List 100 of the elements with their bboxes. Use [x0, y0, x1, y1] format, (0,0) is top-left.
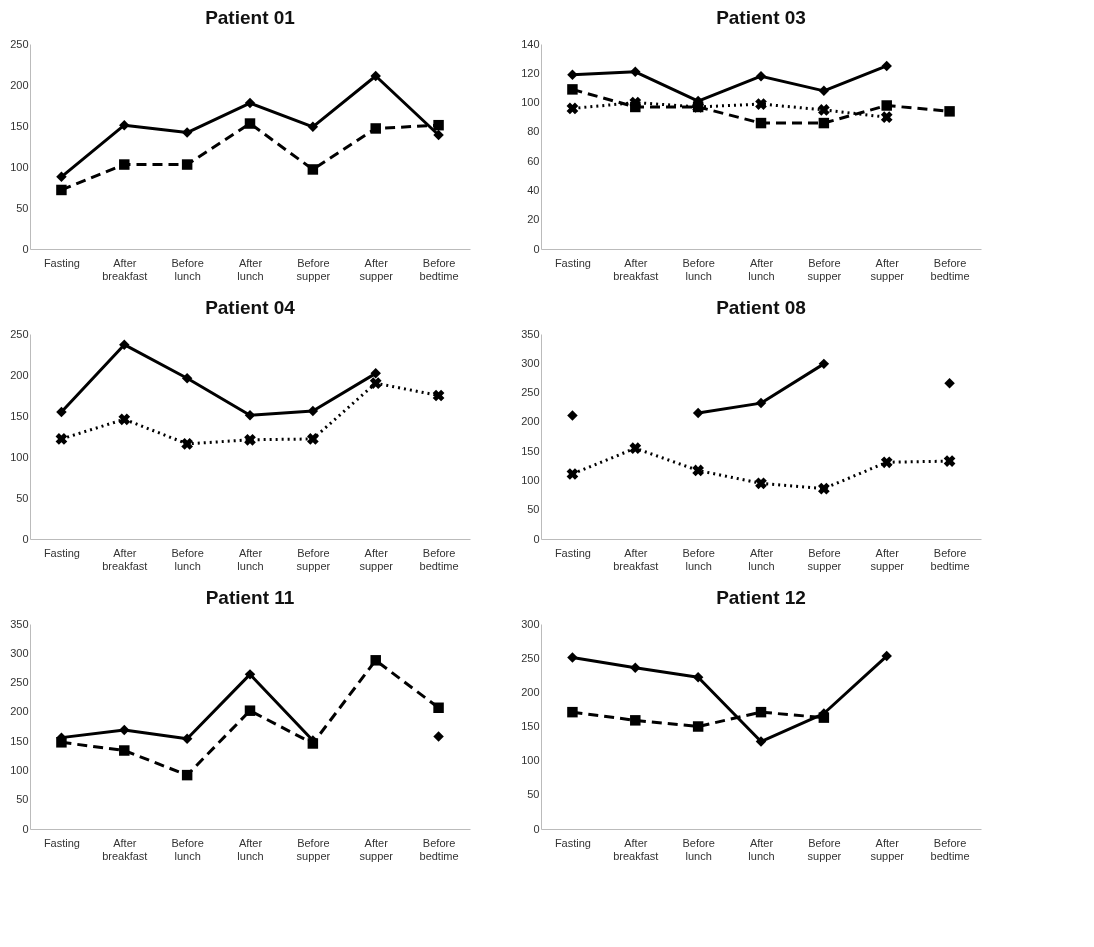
- x-tick-label: After lunch: [748, 256, 775, 282]
- chart-title: Patient 03: [716, 7, 806, 28]
- y-tick-label: 250: [10, 676, 29, 689]
- x-tick-label: After lunch: [237, 836, 264, 862]
- x-tick-label: Fasting: [43, 546, 80, 559]
- point: [433, 129, 444, 141]
- point: [307, 164, 319, 175]
- point: [944, 106, 955, 117]
- x-tick-label: Before supper: [296, 256, 331, 282]
- y-tick-label: 0: [533, 822, 540, 835]
- point: [369, 377, 382, 390]
- point: [181, 438, 193, 450]
- point: [56, 737, 67, 748]
- point: [433, 702, 444, 713]
- x-tick-label: After breakfast: [613, 546, 659, 572]
- x-tick-label: After supper: [359, 256, 394, 282]
- y-tick-label: 40: [527, 183, 540, 196]
- point: [307, 121, 319, 133]
- point: [755, 70, 767, 82]
- point: [818, 117, 830, 129]
- x-tick-label: Fasting: [554, 546, 591, 559]
- point: [943, 455, 956, 467]
- x-tick-label: After lunch: [748, 836, 775, 862]
- point: [370, 70, 381, 82]
- point: [567, 69, 578, 80]
- point: [56, 406, 67, 418]
- y-tick-label: 0: [22, 822, 29, 835]
- point: [307, 405, 319, 417]
- chart-title: Patient 11: [205, 587, 295, 608]
- point: [119, 119, 130, 131]
- x-tick-label: Fasting: [554, 836, 591, 849]
- point: [692, 721, 704, 732]
- x-tick-label: After supper: [870, 546, 905, 572]
- point: [119, 159, 130, 170]
- point: [432, 389, 445, 402]
- point: [307, 433, 319, 445]
- point: [818, 85, 830, 97]
- y-tick-label: 50: [16, 793, 29, 806]
- y-tick-label: 80: [527, 125, 540, 138]
- point: [181, 373, 193, 384]
- point: [630, 66, 641, 78]
- y-tick-label: 150: [521, 720, 540, 732]
- x-tick-label: After supper: [359, 836, 394, 862]
- point: [755, 397, 767, 409]
- y-tick-label: 300: [10, 646, 29, 659]
- x-tick-label: Fasting: [43, 836, 80, 849]
- y-tick-label: 100: [521, 754, 540, 767]
- x-tick-label: After supper: [870, 836, 905, 862]
- point: [692, 672, 704, 683]
- y-tick-label: 120: [521, 66, 540, 79]
- point: [567, 410, 578, 421]
- y-tick-label: 0: [533, 242, 540, 255]
- y-tick-label: 250: [10, 37, 29, 50]
- x-tick-label: Before bedtime: [930, 256, 970, 282]
- x-tick-label: Before lunch: [682, 256, 715, 282]
- x-tick-label: Before lunch: [682, 836, 715, 862]
- point: [370, 655, 381, 666]
- y-tick-label: 150: [10, 409, 29, 422]
- point: [818, 482, 830, 495]
- y-tick-label: 200: [10, 78, 29, 91]
- y-tick-label: 200: [10, 705, 29, 718]
- x-tick-label: After supper: [359, 546, 394, 572]
- chart-title: Patient 08: [716, 297, 806, 318]
- point: [567, 84, 578, 95]
- y-tick-label: 150: [10, 119, 29, 132]
- x-tick-label: After breakfast: [613, 836, 659, 862]
- y-tick-label: 300: [521, 617, 540, 630]
- x-tick-label: After breakfast: [102, 546, 148, 572]
- point: [880, 111, 893, 124]
- x-tick-label: Before bedtime: [930, 546, 970, 572]
- y-tick-label: 200: [521, 685, 540, 698]
- y-tick-label: 0: [22, 242, 29, 255]
- y-tick-label: 50: [16, 491, 29, 504]
- point: [818, 712, 830, 723]
- point: [818, 358, 830, 370]
- x-tick-label: Before supper: [807, 836, 842, 862]
- point: [692, 407, 704, 419]
- y-tick-label: 100: [521, 96, 540, 109]
- x-tick-label: After breakfast: [102, 836, 148, 862]
- point: [755, 117, 767, 129]
- y-tick-label: 350: [10, 617, 29, 630]
- x-tick-label: Before bedtime: [419, 256, 459, 282]
- x-tick-label: Before lunch: [682, 546, 715, 572]
- x-tick-label: Before lunch: [171, 256, 204, 282]
- point: [818, 104, 830, 116]
- point: [755, 706, 767, 718]
- y-tick-label: 50: [527, 503, 540, 516]
- point: [567, 706, 578, 718]
- x-tick-label: After lunch: [237, 256, 264, 282]
- point: [881, 100, 892, 111]
- point: [433, 731, 444, 742]
- x-tick-label: Fasting: [554, 256, 591, 269]
- point: [56, 184, 67, 196]
- x-tick-label: Before supper: [807, 256, 842, 282]
- y-tick-label: 50: [527, 788, 540, 801]
- y-tick-label: 300: [521, 356, 540, 369]
- y-tick-label: 140: [521, 37, 540, 50]
- point: [629, 442, 642, 455]
- x-tick-label: After breakfast: [102, 256, 148, 282]
- x-tick-label: Before supper: [807, 546, 842, 572]
